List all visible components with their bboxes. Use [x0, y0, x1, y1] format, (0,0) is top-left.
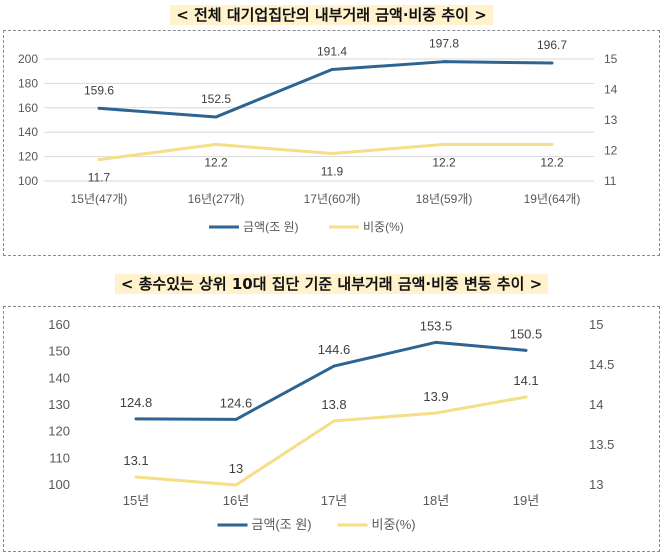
data-label: 196.7 [537, 38, 567, 52]
data-label: 11.7 [88, 171, 111, 185]
data-point [434, 340, 438, 344]
data-point [97, 106, 101, 110]
chart-title-top10: < 총수있는 상위 10대 집단 기준 내부거래 금액·비중 변동 추이 > [0, 273, 663, 294]
y-right-tick-label: 15 [604, 52, 618, 66]
y-right-tick-label: 12 [604, 144, 618, 158]
y-left-tick-label: 180 [18, 76, 38, 90]
chart-title-total: < 전체 대기업집단의 내부거래 금액·비중 추이 > [0, 4, 663, 25]
data-label: 144.6 [318, 342, 351, 357]
chart-top10-amount-ratio: 100 110 120 130 140 150 160 13 13.5 14 14.5 15 15년 16… [48, 317, 614, 532]
data-point [550, 142, 554, 146]
y-left-tick-label: 110 [49, 450, 70, 465]
data-label: 13.8 [321, 397, 346, 412]
data-point [234, 483, 238, 487]
data-point [442, 142, 446, 146]
data-point [234, 417, 238, 421]
y-left-tick-label: 140 [18, 125, 38, 139]
y-right-tick-label: 13 [604, 113, 618, 127]
data-point [550, 61, 554, 65]
data-label: 159.6 [84, 83, 114, 97]
data-point [524, 395, 528, 399]
data-point [524, 348, 528, 352]
x-tick-label: 19년(64개) [524, 192, 581, 206]
data-point [330, 152, 334, 156]
data-label: 150.5 [510, 326, 543, 341]
legend-label: 비중(%) [363, 220, 404, 234]
y-left-tick-label: 120 [48, 424, 70, 439]
y-left-tick-label: 100 [48, 477, 70, 492]
x-tick-label: 16년 [223, 493, 249, 508]
data-label: 153.5 [420, 318, 453, 333]
data-label: 12.2 [204, 155, 228, 169]
y-right-tick-label: 14.5 [589, 357, 614, 372]
data-label: 13.1 [123, 453, 148, 468]
x-tick-label: 18년 [423, 493, 449, 508]
y-left-tick-label: 140 [48, 370, 70, 385]
y-left-tick-label: 150 [48, 344, 70, 359]
data-label: 11.9 [321, 165, 344, 179]
chart-panel-total: 100 120 140 160 180 200 11 12 13 14 15 15년(47개) 16년(… [3, 30, 660, 256]
data-point [442, 60, 446, 64]
data-point [332, 419, 336, 423]
data-label: 191.4 [317, 44, 347, 58]
data-point [134, 417, 138, 421]
data-label: 12.2 [432, 155, 456, 169]
data-point [434, 411, 438, 415]
chart-title-top10-text: < 총수있는 상위 10대 집단 기준 내부거래 금액·비중 변동 추이 > [114, 274, 549, 294]
data-point [214, 115, 218, 119]
data-label: 13 [229, 461, 243, 476]
data-label: 13.9 [423, 389, 448, 404]
y-left-tick-label: 120 [18, 150, 38, 164]
data-label: 14.1 [513, 373, 538, 388]
y-left-tick-label: 200 [18, 52, 38, 66]
data-label: 197.8 [429, 37, 459, 51]
x-tick-label: 16년(27개) [188, 192, 245, 206]
y-right-tick-label: 13.5 [589, 437, 614, 452]
chart-panel-top10: 100 110 120 130 140 150 160 13 13.5 14 14.5 15 15년 16… [3, 306, 660, 552]
series-line-amount [98, 60, 553, 119]
x-tick-label: 15년 [123, 493, 149, 508]
x-tick-label: 15년(47개) [71, 192, 128, 206]
data-label: 152.5 [201, 92, 231, 106]
data-point [332, 364, 336, 368]
y-left-tick-label: 160 [48, 317, 70, 332]
y-right-tick-label: 11 [604, 174, 617, 188]
y-left-tick-label: 130 [48, 397, 70, 412]
y-right-tick-label: 15 [589, 317, 603, 332]
data-label: 124.6 [220, 395, 253, 410]
data-point [330, 67, 334, 71]
x-tick-label: 18년(59개) [416, 192, 473, 206]
data-label: 124.8 [120, 395, 153, 410]
y-right-tick-label: 14 [604, 83, 618, 97]
x-tick-label: 17년(60개) [304, 192, 361, 206]
legend-label: 금액(조 원) [243, 220, 299, 234]
data-point [97, 158, 101, 162]
y-right-tick-label: 13 [589, 477, 603, 492]
chart-total-amount-ratio: 100 120 140 160 180 200 11 12 13 14 15 15년(47개) 16년(… [18, 37, 618, 234]
chart-title-total-text: < 전체 대기업집단의 내부거래 금액·비중 추이 > [170, 5, 493, 25]
data-point [134, 475, 138, 479]
legend-label: 금액(조 원) [252, 517, 312, 532]
x-tick-label: 19년 [513, 493, 539, 508]
series-line-ratio [98, 142, 552, 162]
legend-label: 비중(%) [372, 517, 416, 532]
y-left-tick-label: 160 [18, 101, 38, 115]
data-label: 12.2 [540, 155, 564, 169]
x-tick-label: 17년 [321, 493, 347, 508]
data-point [214, 142, 218, 146]
y-left-tick-label: 100 [18, 174, 38, 188]
y-right-tick-label: 14 [589, 397, 603, 412]
